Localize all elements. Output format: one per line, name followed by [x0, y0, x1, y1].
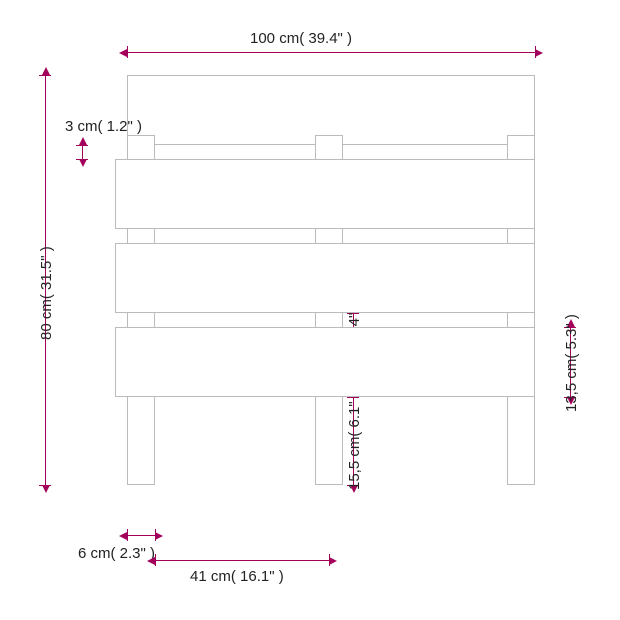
dim-gap-top-label: 3 cm( 1.2" ) [65, 118, 142, 135]
dim-width-top-label: 100 cm( 39.4" ) [250, 30, 352, 47]
dim-leg-height-label: 15,5 cm( 6.1" ) [346, 392, 363, 490]
dim-height-left-label: 80 cm( 31.5" ) [38, 246, 55, 340]
dim-leg-width-label: 6 cm( 2.3" ) [78, 545, 155, 562]
dimension-diagram: 100 cm( 39.4" ) 80 cm( 31.5" ) 3 cm( 1.2… [0, 0, 620, 620]
headboard-outline [115, 75, 535, 485]
dim-right-height-label: 13,5 cm( 5.3" ) [563, 314, 580, 412]
slat-2 [115, 159, 535, 229]
dim-leg-spacing-label: 41 cm( 16.1" ) [190, 568, 284, 585]
slat-4 [115, 327, 535, 397]
slat-3 [115, 243, 535, 313]
